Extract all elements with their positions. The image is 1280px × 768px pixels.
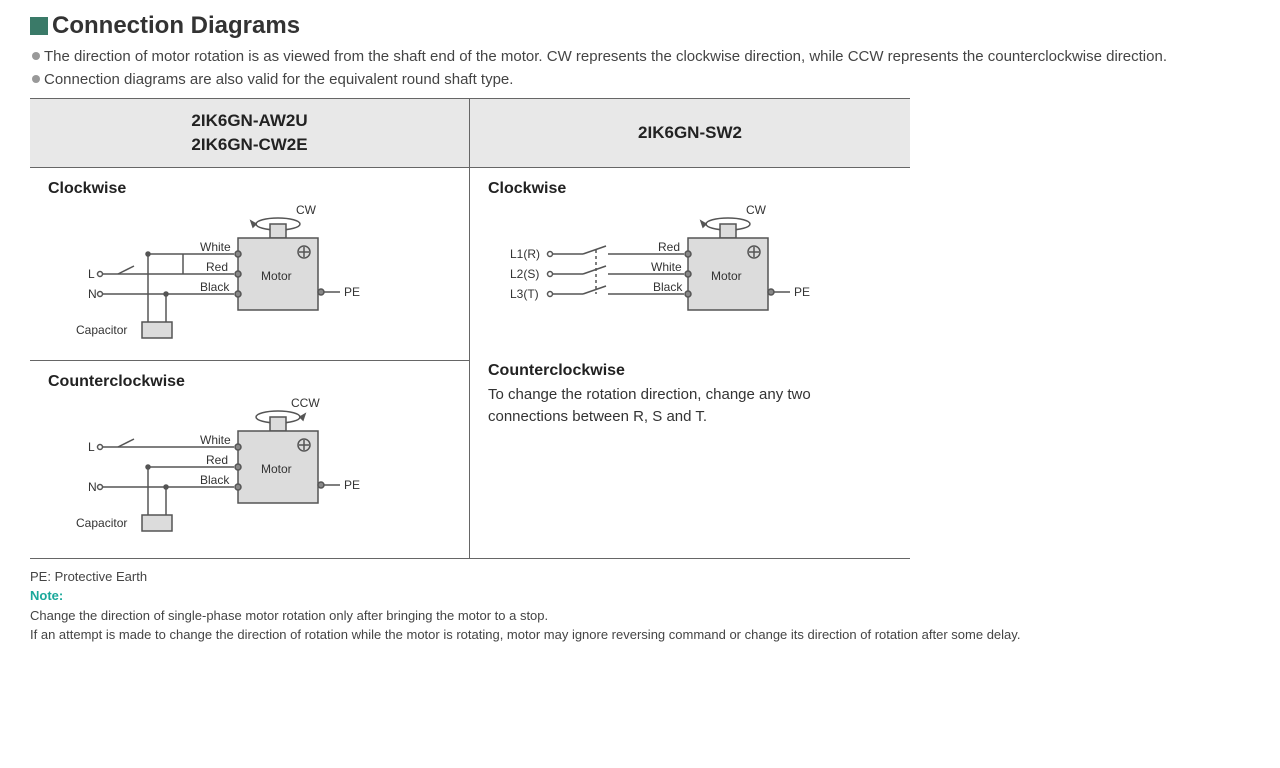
bullet-dot-icon bbox=[32, 52, 40, 60]
right-cw-label: Clockwise bbox=[488, 180, 892, 198]
bullet-dot-icon bbox=[32, 75, 40, 83]
svg-text:CW: CW bbox=[296, 203, 317, 217]
header-left: 2IK6GN-AW2U 2IK6GN-CW2E bbox=[30, 99, 470, 168]
diagram-table: 2IK6GN-AW2U 2IK6GN-CW2E 2IK6GN-SW2 Clock… bbox=[30, 98, 910, 559]
svg-text:L: L bbox=[88, 267, 95, 281]
table-header: 2IK6GN-AW2U 2IK6GN-CW2E 2IK6GN-SW2 bbox=[30, 99, 910, 168]
left-ccw-diagram: CCW Motor PE White bbox=[48, 395, 388, 550]
svg-text:L3(T): L3(T) bbox=[510, 287, 539, 301]
footer-note-1: Change the direction of single-phase mot… bbox=[30, 606, 1250, 626]
svg-text:Motor: Motor bbox=[261, 462, 292, 476]
svg-text:L: L bbox=[88, 440, 95, 454]
svg-text:Black: Black bbox=[200, 473, 230, 487]
header-right-line1: 2IK6GN-SW2 bbox=[638, 121, 742, 145]
svg-text:Red: Red bbox=[206, 453, 228, 467]
left-cw-label: Clockwise bbox=[48, 180, 451, 198]
svg-text:Black: Black bbox=[653, 280, 683, 294]
svg-text:L2(S): L2(S) bbox=[510, 267, 539, 281]
right-ccw-label: Counterclockwise bbox=[488, 362, 892, 380]
svg-text:White: White bbox=[200, 240, 231, 254]
svg-text:Motor: Motor bbox=[711, 269, 742, 283]
left-cw-diagram: CW Motor PE bbox=[48, 202, 388, 352]
section-title-row: Connection Diagrams bbox=[30, 12, 1250, 40]
svg-text:N: N bbox=[88, 480, 97, 494]
bullet-1: The direction of motor rotation is as vi… bbox=[32, 46, 1250, 67]
pe-note: PE: Protective Earth bbox=[30, 567, 1250, 587]
bullet-2-text: Connection diagrams are also valid for t… bbox=[44, 69, 513, 90]
right-ccw-note: To change the rotation direction, change… bbox=[488, 384, 892, 429]
footer-notes: PE: Protective Earth Note: Change the di… bbox=[30, 567, 1250, 645]
svg-text:Red: Red bbox=[206, 260, 228, 274]
header-left-line2: 2IK6GN-CW2E bbox=[40, 133, 459, 157]
right-cw-block: Clockwise CW Motor PE bbox=[470, 168, 910, 350]
table-body: Clockwise CW Motor bbox=[30, 168, 910, 559]
svg-text:White: White bbox=[651, 260, 682, 274]
svg-text:White: White bbox=[200, 433, 231, 447]
svg-text:CCW: CCW bbox=[291, 396, 320, 410]
header-left-line1: 2IK6GN-AW2U bbox=[40, 109, 459, 133]
svg-text:L1(R): L1(R) bbox=[510, 247, 540, 261]
svg-text:Motor: Motor bbox=[261, 269, 292, 283]
footer-note-2: If an attempt is made to change the dire… bbox=[30, 625, 1250, 645]
svg-text:Black: Black bbox=[200, 280, 230, 294]
svg-text:Capacitor: Capacitor bbox=[76, 516, 127, 530]
svg-text:Red: Red bbox=[658, 240, 680, 254]
header-right: 2IK6GN-SW2 bbox=[470, 99, 910, 168]
svg-text:N: N bbox=[88, 287, 97, 301]
title-marker bbox=[30, 17, 48, 35]
svg-text:PE: PE bbox=[344, 285, 360, 299]
left-ccw-label: Counterclockwise bbox=[48, 373, 451, 391]
right-cw-diagram: CW Motor PE bbox=[488, 202, 848, 342]
bullet-2: Connection diagrams are also valid for t… bbox=[32, 69, 1250, 90]
right-column: Clockwise CW Motor PE bbox=[470, 168, 910, 559]
svg-text:PE: PE bbox=[794, 285, 810, 299]
svg-text:PE: PE bbox=[344, 478, 360, 492]
left-ccw-block: Counterclockwise CCW Motor PE bbox=[30, 360, 469, 558]
left-column: Clockwise CW Motor bbox=[30, 168, 470, 559]
section-title: Connection Diagrams bbox=[52, 12, 300, 40]
svg-text:Capacitor: Capacitor bbox=[76, 323, 127, 337]
note-label: Note: bbox=[30, 588, 63, 603]
svg-text:CW: CW bbox=[746, 203, 767, 217]
left-cw-block: Clockwise CW Motor bbox=[30, 168, 469, 360]
bullet-1-text: The direction of motor rotation is as vi… bbox=[44, 46, 1167, 67]
right-ccw-block: Counterclockwise To change the rotation … bbox=[470, 350, 910, 437]
